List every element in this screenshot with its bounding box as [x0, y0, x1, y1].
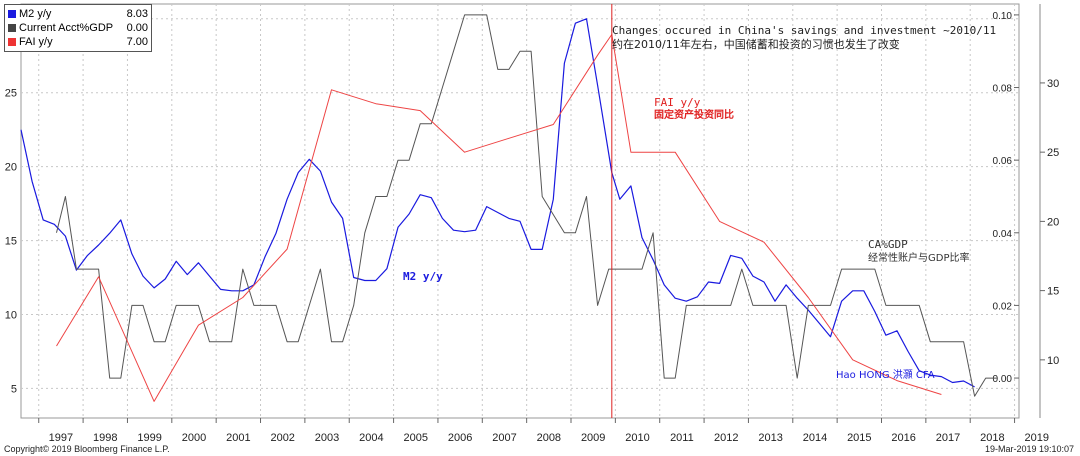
series-line-fai: [56, 34, 942, 402]
annotation-ca-en: CA%GDP: [868, 238, 908, 251]
y-mid-tick-label: 0.08: [993, 84, 1013, 95]
x-tick-label: 2013: [758, 432, 782, 444]
legend-label: FAI y/y: [19, 36, 53, 48]
x-tick-label: 2011: [670, 432, 694, 444]
x-tick-label: 2004: [359, 432, 383, 444]
x-tick-label: 2017: [936, 432, 960, 444]
legend-item-fai[interactable]: FAI y/y 7.00: [8, 35, 148, 49]
x-tick-label: 2000: [182, 432, 206, 444]
legend-swatch-m2: [8, 10, 16, 18]
x-tick-label: 2015: [847, 432, 871, 444]
y-right-tick-label: 15: [1047, 286, 1059, 298]
x-tick-label: 2005: [404, 432, 428, 444]
annotation-top-en: Changes occured in China's savings and i…: [612, 24, 996, 37]
x-tick-label: 2018: [980, 432, 1004, 444]
annotation-author: Hao HONG 洪灝 CFA: [836, 369, 935, 381]
y-right-tick-label: 25: [1047, 147, 1059, 159]
gridlines: [21, 4, 1019, 418]
x-tick-label: 2008: [537, 432, 561, 444]
x-tick-label: 2014: [803, 432, 827, 444]
x-tick-label: 1998: [93, 432, 117, 444]
legend-value: 7.00: [126, 36, 148, 48]
y-left-tick-label: 10: [5, 310, 17, 322]
timestamp-text: 19-Mar-2019 19:10:07: [984, 444, 1074, 454]
y-right-tick-label: 10: [1047, 355, 1059, 367]
y-right-tick-label: 30: [1047, 78, 1059, 90]
annotation-top-cn: 约在2010/11年左右，中国储蓄和投资的习惯也发生了改变: [612, 37, 900, 51]
annotation-fai-en: FAI y/y: [654, 96, 701, 109]
annotation-fai-cn: 固定资产投资同比: [654, 108, 734, 121]
y-left-tick-label: 25: [5, 88, 17, 100]
y-mid-tick-label: 0.06: [993, 156, 1013, 167]
x-tick-label: 1997: [49, 432, 73, 444]
x-tick-label: 2010: [625, 432, 649, 444]
y-left-tick-label: 15: [5, 236, 17, 248]
legend-value: 0.00: [126, 22, 148, 34]
axes: 5 10 15 20 25 30 1997 1998 1999 2000 2001 2002 2003 2…: [5, 4, 1059, 444]
annotation-m2: M2 y/y: [403, 270, 443, 283]
y-left-tick-label: 20: [5, 162, 17, 174]
copyright-text: Copyright© 2019 Bloomberg Finance L.P.: [4, 444, 170, 454]
x-tick-label: 2003: [315, 432, 339, 444]
x-tick-label: 1999: [137, 432, 161, 444]
series-line-m2: [20, 18, 975, 388]
y-right-tick-label: 20: [1047, 216, 1059, 228]
legend-swatch-fai: [8, 38, 16, 46]
legend-label: M2 y/y: [19, 8, 52, 20]
plot-frame: [20, 3, 1020, 419]
x-tick-label: 2002: [270, 432, 294, 444]
legend-label: Current Acct%GDP: [19, 22, 114, 34]
annotations: Changes occured in China's savings and i…: [403, 24, 996, 381]
y-mid-tick-label: 0.00: [993, 374, 1013, 385]
series-layer: [20, 14, 997, 402]
x-tick-label: 2001: [226, 432, 250, 444]
x-tick-label: 2012: [714, 432, 738, 444]
x-tick-label: 2016: [891, 432, 915, 444]
y-mid-tick-label: 0.04: [993, 229, 1013, 240]
x-tick-label: 2019: [1025, 432, 1049, 444]
y-left-tick-label: 5: [11, 383, 17, 395]
legend: M2 y/y 8.03 Current Acct%GDP 0.00 FAI y/…: [4, 4, 152, 52]
x-tick-label: 2009: [581, 432, 605, 444]
legend-swatch-ca: [8, 24, 16, 32]
legend-value: 8.03: [126, 8, 148, 20]
y-mid-tick-label: 0.02: [993, 301, 1013, 312]
legend-item-m2[interactable]: M2 y/y 8.03: [8, 7, 148, 21]
x-tick-label: 2006: [448, 432, 472, 444]
x-tick-label: 2007: [492, 432, 516, 444]
y-mid-tick-label: 0.10: [993, 11, 1013, 22]
series-line-ca-gdp: [56, 14, 997, 397]
annotation-ca-cn: 经常性账户与GDP比率: [868, 251, 969, 264]
legend-item-ca[interactable]: Current Acct%GDP 0.00: [8, 21, 148, 35]
